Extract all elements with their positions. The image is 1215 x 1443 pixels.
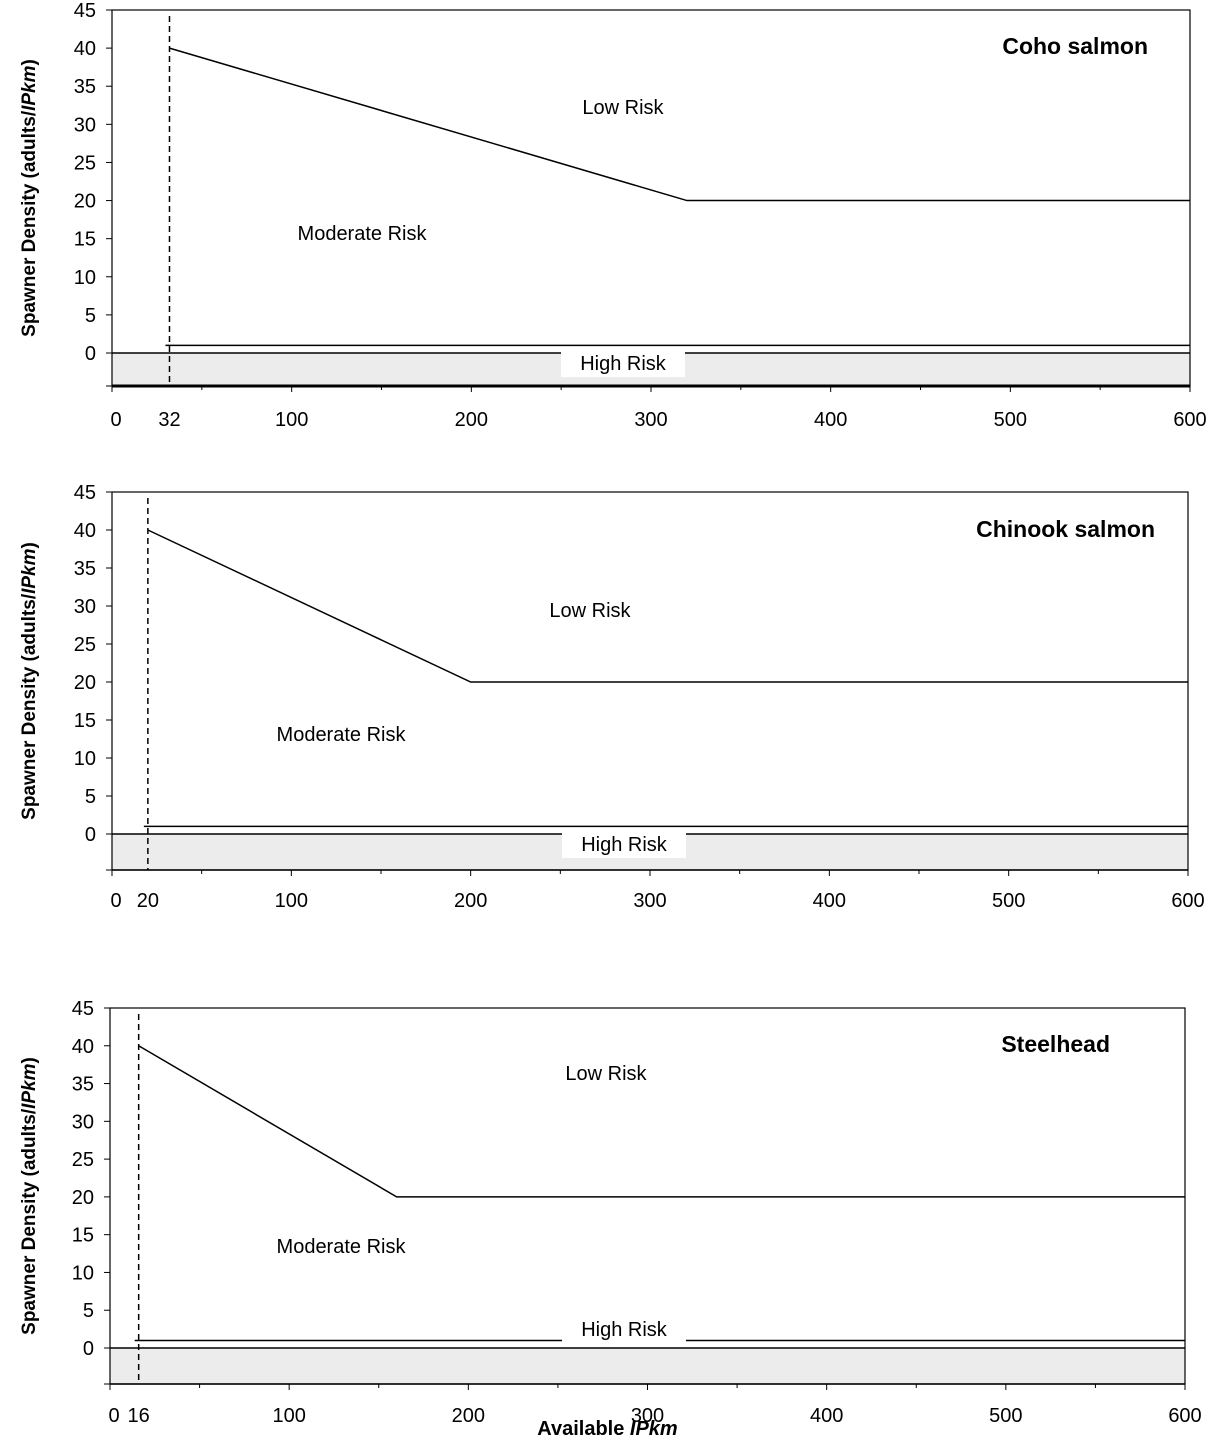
y-axis-label: Spawner Density (adults/IPkm) xyxy=(19,1057,40,1335)
y-axis-label-prefix: Spawner Density (adults/ xyxy=(19,110,40,337)
y-tick-label: 30 xyxy=(72,1111,94,1133)
y-tick-label: 40 xyxy=(74,38,96,60)
x-tick-label: 20 xyxy=(137,890,159,912)
high-risk-band xyxy=(110,1348,1185,1384)
y-tick-label: 25 xyxy=(74,634,96,656)
y-tick-label: 15 xyxy=(72,1225,94,1247)
x-tick-label: 500 xyxy=(989,1405,1022,1427)
y-tick-label: 0 xyxy=(85,343,96,365)
y-tick-label: 20 xyxy=(74,191,96,213)
y-axis-label-suffix: ) xyxy=(19,59,40,65)
moderate-risk-label: Moderate Risk xyxy=(298,223,428,245)
y-tick-label: 20 xyxy=(74,672,96,694)
chart-panel-3: 0 5 10 15 20 25 30 35 40 45 0 16 100 200 300 400 500 600 L… xyxy=(19,998,1202,1427)
x-tick-label: 600 xyxy=(1173,409,1206,431)
high-risk-label: High Risk xyxy=(581,1319,668,1341)
y-tick-label: 45 xyxy=(74,482,96,504)
panel-title: Coho salmon xyxy=(1002,33,1148,59)
x-axis-title: Available IPkm xyxy=(0,1418,1215,1441)
x-tick-label: 0 xyxy=(108,1405,119,1427)
y-tick-label: 45 xyxy=(72,998,94,1020)
x-tick-label: 300 xyxy=(634,409,667,431)
panel-title: Chinook salmon xyxy=(976,516,1155,542)
y-tick-label: 0 xyxy=(83,1338,94,1360)
high-risk-label-bg xyxy=(562,1317,686,1343)
y-axis-label-suffix: ) xyxy=(19,542,40,548)
y-axis-label-italic: IPkm xyxy=(19,1063,40,1109)
x-tick-label: 100 xyxy=(275,890,308,912)
x-tick-label: 400 xyxy=(810,1405,843,1427)
moderate-risk-label: Moderate Risk xyxy=(277,724,407,746)
y-tick-label: 35 xyxy=(72,1074,94,1096)
y-tick-label: 5 xyxy=(85,786,96,808)
y-tick-label: 15 xyxy=(74,229,96,251)
y-axis-label-suffix: ) xyxy=(19,1057,40,1063)
plot-frame xyxy=(111,9,1191,387)
y-tick-label: 10 xyxy=(74,748,96,770)
x-tick-label: 0 xyxy=(110,409,121,431)
y-tick-label: 30 xyxy=(74,114,96,136)
x-axis-title-italic: IPkm xyxy=(629,1418,678,1440)
x-tick-label: 400 xyxy=(814,409,847,431)
y-tick-label: 25 xyxy=(72,1149,94,1171)
moderate-risk-label: Moderate Risk xyxy=(277,1236,407,1258)
high-risk-label: High Risk xyxy=(581,834,668,856)
low-risk-label: Low Risk xyxy=(565,1063,647,1085)
y-axis-label: Spawner Density (adults/IPkm) xyxy=(19,59,40,337)
y-tick-label: 15 xyxy=(74,710,96,732)
y-tick-label: 20 xyxy=(72,1187,94,1209)
y-tick-label: 35 xyxy=(74,558,96,580)
y-tick-label: 5 xyxy=(85,305,96,327)
x-tick-label: 400 xyxy=(813,890,846,912)
threshold-line xyxy=(138,1045,1185,1198)
x-tick-label: 500 xyxy=(994,409,1027,431)
x-tick-label: 100 xyxy=(275,409,308,431)
high-risk-label-bg xyxy=(562,832,686,858)
x-tick-label: 200 xyxy=(454,890,487,912)
y-tick-label: 0 xyxy=(85,824,96,846)
x-tick-label: 300 xyxy=(631,1405,664,1427)
threshold-line xyxy=(169,47,1190,202)
y-axis-label-prefix: Spawner Density (adults/ xyxy=(19,593,40,820)
y-axis-label-italic: IPkm xyxy=(19,65,40,111)
y-tick-label: 30 xyxy=(74,596,96,618)
panel-title: Steelhead xyxy=(1001,1031,1110,1057)
y-tick-label: 25 xyxy=(74,152,96,174)
x-tick-label: 200 xyxy=(455,409,488,431)
plot-frame xyxy=(111,491,1189,871)
y-axis-label: Spawner Density (adults/IPkm) xyxy=(19,542,40,820)
chart-panel-2: 0 5 10 15 20 25 30 35 40 45 0 20 100 200 300 400 500 600 L… xyxy=(19,482,1205,912)
x-axis-title-prefix: Available xyxy=(537,1418,630,1440)
x-tick-label: 200 xyxy=(452,1405,485,1427)
y-tick-label: 40 xyxy=(74,520,96,542)
x-tick-label: 300 xyxy=(633,890,666,912)
low-risk-label: Low Risk xyxy=(549,600,631,622)
y-tick-label: 45 xyxy=(74,0,96,22)
low-risk-label: Low Risk xyxy=(582,97,664,119)
high-risk-label: High Risk xyxy=(580,353,667,375)
y-axis-label-italic: IPkm xyxy=(19,548,40,594)
x-tick-label: 600 xyxy=(1168,1405,1201,1427)
y-tick-label: 10 xyxy=(74,267,96,289)
y-tick-label: 5 xyxy=(83,1300,94,1322)
x-tick-label: 16 xyxy=(128,1405,150,1427)
x-tick-label: 100 xyxy=(272,1405,305,1427)
x-tick-label: 500 xyxy=(992,890,1025,912)
y-tick-label: 35 xyxy=(74,76,96,98)
x-tick-label: 0 xyxy=(110,890,121,912)
y-tick-label: 40 xyxy=(72,1036,94,1058)
threshold-line xyxy=(147,529,1188,683)
x-tick-label: 32 xyxy=(158,409,180,431)
chart-panel-1: 0 5 10 15 20 25 30 35 40 45 0 32 100 200 300 400 500 600 L… xyxy=(19,0,1207,431)
high-risk-label-bg xyxy=(561,351,685,377)
y-tick-label: 10 xyxy=(72,1262,94,1284)
y-axis-label-prefix: Spawner Density (adults/ xyxy=(19,1108,40,1335)
x-tick-label: 600 xyxy=(1171,890,1204,912)
